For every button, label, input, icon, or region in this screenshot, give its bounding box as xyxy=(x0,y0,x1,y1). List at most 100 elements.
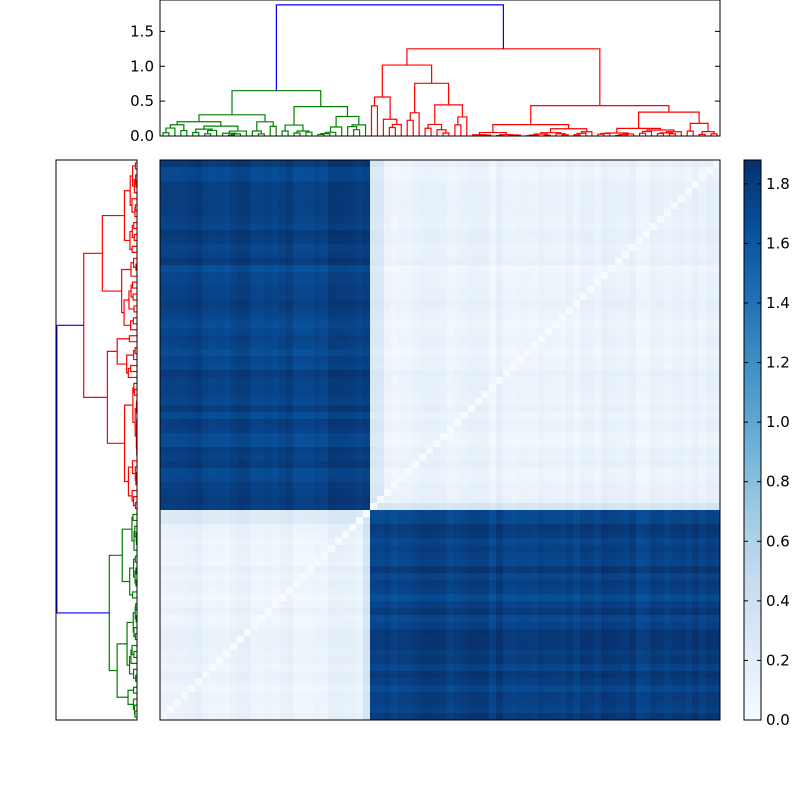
heatmap-cell xyxy=(202,405,210,413)
heatmap-cell xyxy=(286,510,294,518)
heatmap-cell xyxy=(706,552,714,560)
heatmap-cell xyxy=(216,300,224,308)
heatmap-cell xyxy=(657,363,665,371)
heatmap-cell xyxy=(587,216,595,224)
heatmap-cell xyxy=(321,384,329,392)
heatmap-cell xyxy=(419,342,427,350)
heatmap-cell xyxy=(181,314,189,322)
heatmap-cell xyxy=(671,195,679,203)
heatmap-cell xyxy=(209,377,217,385)
heatmap-cell xyxy=(580,293,588,301)
heatmap-cell xyxy=(188,258,196,266)
heatmap-cell xyxy=(475,426,483,434)
heatmap-cell xyxy=(188,321,196,329)
heatmap-cell xyxy=(307,496,315,504)
heatmap-cell xyxy=(489,391,497,399)
heatmap-cell xyxy=(426,419,434,427)
heatmap-cell xyxy=(552,573,560,581)
heatmap-cell xyxy=(538,251,546,259)
heatmap-cell xyxy=(342,384,350,392)
heatmap-cell xyxy=(419,405,427,413)
heatmap-cell xyxy=(699,447,707,455)
heatmap-cell xyxy=(475,517,483,525)
heatmap-cell xyxy=(167,517,175,525)
heatmap-cell xyxy=(412,454,420,462)
heatmap-cell xyxy=(195,426,203,434)
heatmap-cell xyxy=(314,566,322,574)
heatmap-cell xyxy=(363,454,371,462)
heatmap-cell xyxy=(363,391,371,399)
heatmap-cell xyxy=(580,286,588,294)
heatmap-cell xyxy=(265,188,273,196)
heatmap-cell xyxy=(405,517,413,525)
heatmap-cell xyxy=(461,503,469,511)
heatmap-cell xyxy=(594,440,602,448)
heatmap-cell xyxy=(447,489,455,497)
heatmap-cell xyxy=(461,174,469,182)
heatmap-cell xyxy=(216,202,224,210)
heatmap-cell xyxy=(622,349,630,357)
heatmap-cell xyxy=(559,279,567,287)
heatmap-cell xyxy=(650,181,658,189)
heatmap-cell xyxy=(426,573,434,581)
heatmap-cell xyxy=(475,244,483,252)
heatmap-cell xyxy=(552,426,560,434)
heatmap-cell xyxy=(342,286,350,294)
heatmap-cell xyxy=(580,223,588,231)
heatmap-cell xyxy=(699,216,707,224)
heatmap-cell xyxy=(244,405,252,413)
heatmap-cell xyxy=(636,545,644,553)
heatmap-cell xyxy=(251,293,259,301)
heatmap-cell xyxy=(405,496,413,504)
heatmap-cell xyxy=(377,356,385,364)
heatmap-cell xyxy=(314,468,322,476)
heatmap-cell xyxy=(461,377,469,385)
heatmap-cell xyxy=(412,573,420,581)
heatmap-cell xyxy=(181,482,189,490)
heatmap-cell xyxy=(482,454,490,462)
heatmap-cell xyxy=(524,286,532,294)
heatmap-cell xyxy=(559,419,567,427)
heatmap-cell xyxy=(335,209,343,217)
heatmap-cell xyxy=(349,440,357,448)
heatmap-cell xyxy=(664,398,672,406)
heatmap-cell xyxy=(244,496,252,504)
heatmap-cell xyxy=(377,202,385,210)
heatmap-cell xyxy=(489,517,497,525)
heatmap-cell xyxy=(447,335,455,343)
heatmap-cell xyxy=(636,573,644,581)
heatmap-cell xyxy=(517,209,525,217)
heatmap-cell xyxy=(622,293,630,301)
heatmap-cell xyxy=(559,461,567,469)
heatmap-cell xyxy=(713,517,720,525)
heatmap-cell xyxy=(601,482,609,490)
heatmap-cell xyxy=(237,342,245,350)
heatmap-cell xyxy=(272,524,280,532)
heatmap-cell xyxy=(559,426,567,434)
heatmap-cell xyxy=(475,496,483,504)
heatmap-cell xyxy=(160,188,168,196)
heatmap-cell xyxy=(601,342,609,350)
heatmap-cell xyxy=(237,272,245,280)
dendrogram-link xyxy=(373,96,391,120)
heatmap-cell xyxy=(335,300,343,308)
heatmap-cell xyxy=(293,195,301,203)
heatmap-cell xyxy=(258,307,266,315)
heatmap-cell xyxy=(538,510,546,518)
heatmap-cell xyxy=(475,510,483,518)
heatmap-cell xyxy=(314,412,322,420)
heatmap-cell xyxy=(181,426,189,434)
heatmap-cell xyxy=(433,503,441,511)
heatmap-cell xyxy=(272,209,280,217)
heatmap-cell xyxy=(524,538,532,546)
heatmap-cell xyxy=(489,454,497,462)
heatmap-cell xyxy=(209,202,217,210)
heatmap-cell xyxy=(664,342,672,350)
heatmap-cell xyxy=(636,209,644,217)
heatmap-cell xyxy=(615,503,623,511)
heatmap-cell xyxy=(531,440,539,448)
heatmap-cell xyxy=(489,524,497,532)
heatmap-cell xyxy=(594,230,602,238)
heatmap-cell xyxy=(615,496,623,504)
heatmap-cell xyxy=(160,321,168,329)
